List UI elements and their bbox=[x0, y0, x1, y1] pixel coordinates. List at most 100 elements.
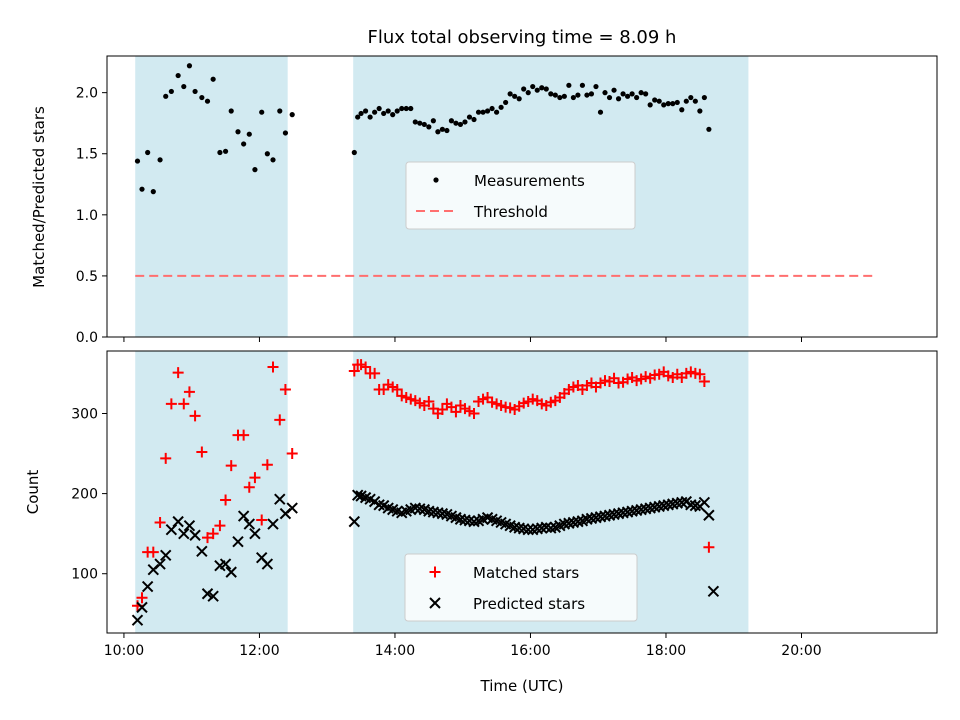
measurements-point bbox=[561, 93, 567, 99]
measurements-point bbox=[264, 151, 270, 157]
measurements-point bbox=[489, 105, 495, 112]
predicted-stars-point bbox=[351, 489, 364, 501]
matched-stars-point bbox=[348, 365, 360, 377]
matched-stars-point bbox=[369, 367, 381, 379]
matched-stars-point bbox=[220, 494, 232, 506]
matched-stars-point bbox=[703, 541, 715, 553]
measurements-point bbox=[390, 112, 396, 118]
legend-marker bbox=[429, 597, 441, 609]
matched-stars-point bbox=[391, 383, 403, 395]
measurements-point bbox=[394, 108, 400, 114]
x-tick-label: 18:00 bbox=[646, 643, 686, 659]
legend-box bbox=[405, 161, 636, 230]
legend-label: Measurements bbox=[474, 172, 585, 190]
matched-stars-point bbox=[189, 410, 201, 422]
y-axis-label-count: Count bbox=[24, 470, 42, 515]
measurements-point bbox=[480, 109, 486, 115]
measurements-point bbox=[186, 63, 193, 69]
measurements-point bbox=[688, 94, 694, 101]
measurements-point bbox=[665, 101, 671, 107]
predicted-stars-point bbox=[183, 519, 196, 532]
matched-stars-point bbox=[196, 446, 208, 458]
measurements-point bbox=[548, 91, 554, 97]
measurements-point bbox=[168, 88, 174, 95]
matched-stars-point bbox=[274, 414, 286, 426]
y-tick-label: 0.0 bbox=[76, 330, 98, 346]
predicted-stars-point bbox=[232, 535, 244, 548]
measurements-point bbox=[145, 149, 151, 156]
predicted-stars-point bbox=[225, 566, 237, 578]
measurements-point bbox=[706, 126, 712, 132]
matched-stars-point bbox=[423, 395, 435, 407]
predicted-stars-point bbox=[131, 614, 144, 626]
measurements-point bbox=[701, 94, 707, 101]
x-tick-label: 20:00 bbox=[781, 643, 821, 659]
measurements-point bbox=[408, 105, 414, 112]
measurements-point bbox=[362, 108, 369, 114]
measurements-point bbox=[358, 110, 364, 117]
measurements-point bbox=[593, 83, 599, 90]
measurements-point bbox=[534, 87, 540, 93]
measurements-point bbox=[259, 109, 265, 115]
measurements-point bbox=[192, 88, 198, 95]
matched-stars-point bbox=[154, 516, 166, 528]
measurements-point bbox=[629, 91, 635, 97]
predicted-stars-point bbox=[141, 580, 154, 593]
measurements-point bbox=[530, 83, 536, 90]
y-tick-label: 1.5 bbox=[76, 147, 98, 163]
measurements-point bbox=[697, 108, 703, 114]
measurements-point bbox=[611, 87, 617, 93]
matched-stars-point bbox=[450, 406, 462, 418]
measurements-point bbox=[493, 109, 500, 115]
y-tick-label: 0.5 bbox=[76, 269, 98, 285]
measurements-point bbox=[679, 107, 685, 113]
predicted-stars-point bbox=[189, 529, 201, 541]
legend-label: Predicted stars bbox=[473, 595, 585, 613]
axes-frame bbox=[106, 350, 938, 634]
predicted-stars-point bbox=[274, 493, 286, 505]
measurements-point bbox=[444, 127, 450, 134]
measurements-point bbox=[647, 102, 653, 108]
measurements-point bbox=[670, 101, 676, 107]
measurements-point bbox=[457, 121, 464, 128]
measurements-point bbox=[367, 114, 373, 120]
measurements-point bbox=[376, 105, 382, 112]
panel-count: 10:00 12:00 14:00 16:00 18:00 20:00 100 200 300 M… bbox=[71, 350, 938, 659]
measurements-point bbox=[412, 119, 418, 125]
predicted-stars-point bbox=[136, 601, 148, 614]
measurements-point bbox=[512, 93, 518, 99]
predicted-stars-point bbox=[160, 549, 172, 561]
measurements-point bbox=[503, 99, 509, 106]
x-tick-label: 16:00 bbox=[510, 643, 550, 659]
matched-stars-point bbox=[694, 368, 706, 380]
panel-ratio: 0.0 0.5 1.0 1.5 2.0 Measurements Threshold bbox=[76, 55, 938, 346]
predicted-stars-point bbox=[219, 558, 232, 570]
measurements-point bbox=[134, 158, 141, 164]
measurements-point bbox=[634, 94, 640, 101]
measurements-point bbox=[579, 82, 586, 88]
measurements-point bbox=[475, 109, 482, 115]
measurements-point bbox=[277, 108, 283, 114]
matched-stars-point bbox=[256, 514, 268, 526]
measurements-point bbox=[543, 86, 549, 92]
legend-label: Matched stars bbox=[473, 564, 579, 582]
measurements-point bbox=[150, 189, 156, 195]
measurements-point bbox=[597, 109, 604, 115]
measurements-point bbox=[246, 131, 252, 137]
predicted-stars-point bbox=[172, 515, 184, 528]
matched-stars-point bbox=[436, 403, 448, 415]
measurements-point bbox=[199, 94, 205, 101]
matched-stars-point bbox=[147, 546, 159, 558]
matched-stars-point bbox=[249, 472, 261, 484]
measurements-point bbox=[175, 72, 181, 79]
measurements-point bbox=[606, 94, 613, 101]
measurements-point bbox=[426, 124, 432, 130]
measurements-point bbox=[516, 96, 522, 102]
predicted-stars-point bbox=[698, 496, 711, 509]
predicted-stars-point bbox=[707, 585, 720, 598]
x-tick-label: 12:00 bbox=[239, 643, 279, 659]
matched-stars-point bbox=[160, 452, 172, 464]
measurements-point bbox=[430, 118, 436, 124]
measurements-point bbox=[217, 149, 223, 156]
